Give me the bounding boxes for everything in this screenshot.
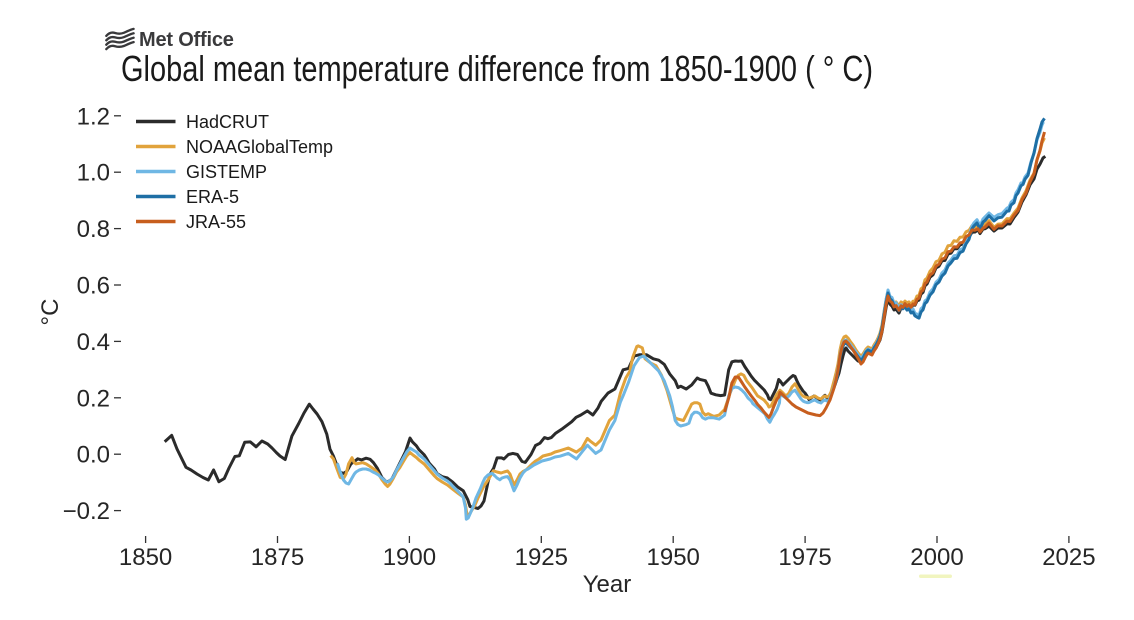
- svg-text:1950: 1950: [647, 544, 700, 571]
- svg-text:2000: 2000: [910, 544, 963, 571]
- svg-text:1.0: 1.0: [77, 160, 110, 187]
- svg-text:1925: 1925: [515, 544, 568, 571]
- svg-text:0.8: 0.8: [77, 216, 110, 243]
- svg-text:Met Office: Met Office: [139, 29, 234, 51]
- svg-text:1875: 1875: [251, 544, 304, 571]
- svg-text:0.6: 0.6: [77, 273, 110, 300]
- svg-text:2025: 2025: [1042, 544, 1095, 571]
- svg-text:HadCRUT: HadCRUT: [186, 112, 269, 132]
- svg-text:°C: °C: [37, 299, 64, 326]
- svg-text:1850: 1850: [119, 544, 172, 571]
- svg-text:1975: 1975: [778, 544, 831, 571]
- svg-text:JRA-55: JRA-55: [186, 212, 246, 232]
- svg-text:1.2: 1.2: [77, 103, 110, 130]
- svg-text:NOAAGlobalTemp: NOAAGlobalTemp: [186, 137, 333, 157]
- svg-text:Global mean temperature differ: Global mean temperature difference from …: [121, 48, 873, 89]
- svg-text:−0.2: −0.2: [63, 498, 110, 525]
- svg-text:Year: Year: [583, 571, 632, 598]
- svg-text:0.2: 0.2: [77, 385, 110, 412]
- svg-text:GISTEMP: GISTEMP: [186, 162, 267, 182]
- svg-text:0.4: 0.4: [77, 329, 110, 356]
- svg-text:1900: 1900: [383, 544, 436, 571]
- svg-text:ERA-5: ERA-5: [186, 187, 239, 207]
- svg-text:0.0: 0.0: [77, 442, 110, 469]
